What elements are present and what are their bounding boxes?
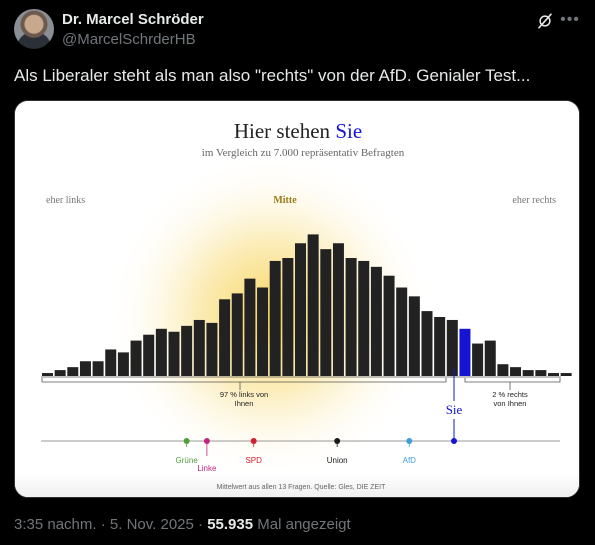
political-position-chart: Hier stehen Sie im Vergleich zu 7.000 re… [15, 101, 579, 497]
view-count: 55.935 [207, 516, 254, 533]
histogram-bar [42, 373, 53, 376]
right-annotation: 2 % rechts [492, 390, 528, 399]
histogram-bar [67, 367, 79, 376]
more-icon[interactable]: ••• [560, 11, 580, 28]
histogram-bar [497, 364, 509, 376]
footnote: Mittelwert aus allen 13 Fragen. Quelle: … [217, 484, 387, 491]
histogram-bar [244, 278, 256, 376]
chart-title-highlight: Sie [335, 119, 362, 143]
histogram-bar [484, 340, 496, 376]
author-name[interactable]: Dr. Marcel Schröder [62, 11, 204, 28]
histogram-bar [345, 258, 357, 376]
left-annotation-line2: Ihnen [235, 399, 254, 408]
histogram-bar [168, 331, 180, 376]
party-label: Grüne [176, 456, 199, 465]
user-dot [451, 438, 457, 444]
histogram-bar [206, 322, 218, 376]
histogram-bar [257, 287, 269, 376]
histogram-bar [421, 311, 433, 376]
histogram-bar [446, 319, 458, 376]
histogram-bar [193, 319, 205, 376]
party-label: Union [327, 456, 348, 465]
tweet-time[interactable]: 3:35 nachm. [14, 516, 97, 533]
user-bar [459, 328, 471, 376]
histogram-bar [522, 370, 534, 376]
histogram-bar [117, 352, 129, 376]
histogram-bar [282, 258, 294, 376]
right-label: eher rechts [512, 195, 556, 206]
histogram-bar [560, 373, 572, 376]
author-handle[interactable]: @MarcelSchrderHB [62, 31, 196, 48]
user-marker-label-bg [441, 401, 467, 419]
tweet-text: Als Liberaler steht als man also "rechts… [14, 66, 531, 85]
histogram-bar [155, 328, 167, 376]
histogram-bar [370, 266, 382, 376]
histogram-bar [307, 234, 319, 376]
histogram-bar [472, 343, 484, 376]
center-label: Mitte [273, 195, 297, 206]
party-dot [203, 438, 210, 444]
histogram-bar [383, 275, 395, 376]
party-dot [406, 438, 413, 444]
right-annotation-line2: von Ihnen [494, 399, 527, 408]
histogram-bar [295, 243, 306, 376]
histogram-bar [434, 317, 446, 376]
histogram-bar [510, 367, 522, 376]
histogram-bar [358, 260, 370, 376]
tweet-date[interactable]: 5. Nov. 2025 [109, 516, 194, 533]
histogram-bar [535, 370, 547, 376]
left-label: eher links [46, 195, 85, 206]
grok-icon[interactable] [536, 12, 554, 30]
user-label: Sie [446, 402, 463, 417]
party-dot [183, 438, 190, 444]
histogram-bar [130, 340, 142, 376]
party-label: AfD [403, 456, 417, 465]
histogram-bar [92, 361, 104, 376]
histogram-bar [332, 243, 344, 376]
tweet-image[interactable]: Hier stehen Sie im Vergleich zu 7.000 re… [14, 100, 580, 498]
chart-title: Hier stehen Sie [234, 119, 362, 143]
histogram-bar [231, 293, 243, 376]
chart-subtitle: im Vergleich zu 7.000 repräsentativ Befr… [202, 147, 405, 159]
party-dot [334, 438, 341, 444]
tweet-meta: 3:35 nachm. · 5. Nov. 2025 · 55.935 Mal … [14, 516, 351, 533]
histogram-bar [54, 370, 66, 376]
right-bracket [464, 378, 561, 383]
histogram-bar [396, 287, 408, 376]
left-bracket [41, 378, 447, 383]
histogram-bar [105, 349, 117, 376]
party-label: Linke [197, 464, 217, 473]
histogram-bar [408, 296, 420, 376]
histogram-bar [320, 249, 332, 376]
party-dot [250, 438, 257, 444]
histogram-bar [143, 334, 155, 376]
avatar[interactable] [14, 9, 54, 49]
histogram-bar [79, 361, 91, 376]
view-label: Mal angezeigt [257, 516, 351, 533]
histogram-bars [42, 234, 572, 376]
histogram-bar [219, 299, 231, 376]
histogram-bar [181, 325, 193, 376]
histogram-bar [548, 373, 559, 376]
histogram-bar [269, 260, 281, 376]
party-label: SPD [245, 456, 262, 465]
left-annotation: 97 % links von [220, 390, 268, 399]
